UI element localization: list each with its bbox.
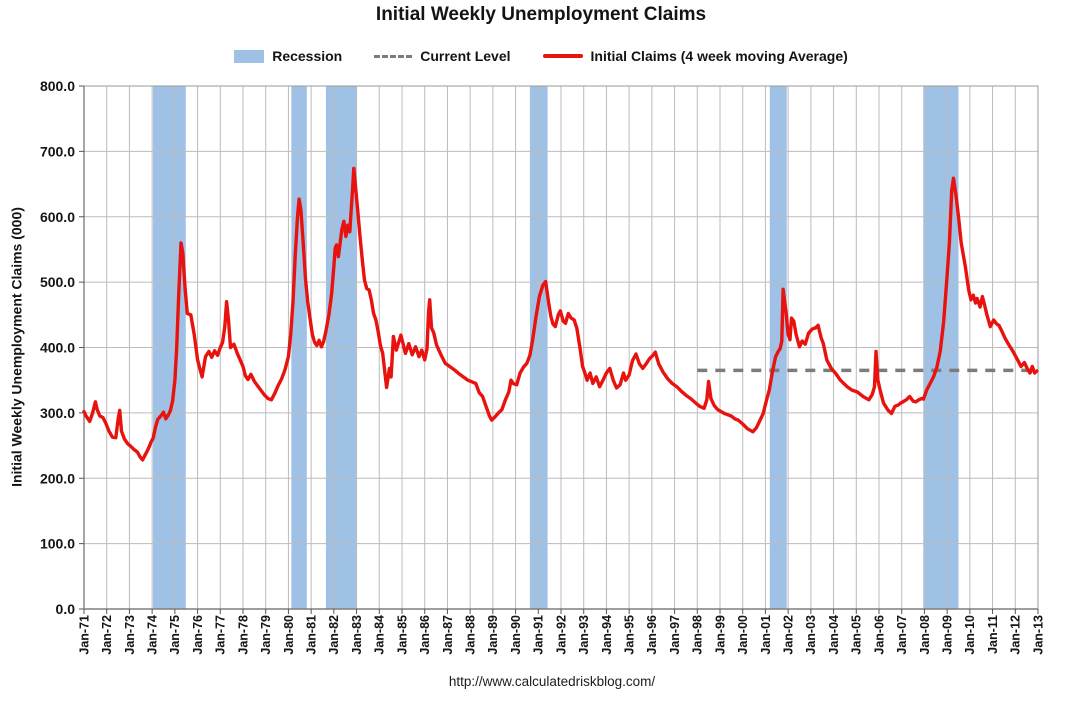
x-tick-label: Jan-80 [282,615,296,655]
chart-title: Initial Weekly Unemployment Claims [375,4,707,25]
x-tick-label: Jan-89 [486,615,500,655]
recession-band-swatch-icon [234,49,265,63]
x-tick-label: Jan-96 [645,615,659,655]
legend-item-initial-claims: Initial Claims (4 week moving Average) [542,48,848,64]
x-tick-label: Jan-76 [191,615,205,655]
x-tick-label: Jan-12 [1009,615,1023,655]
legend-label-current-level: Current Level [420,48,511,64]
x-tick-label: Jan-08 [918,615,932,655]
x-tick-label: Jan-87 [441,615,455,655]
x-tick-label: Jan-71 [77,615,91,655]
x-tick-label: Jan-78 [236,615,250,655]
x-tick-label: Jan-95 [623,615,637,655]
y-tick-labels: 0.0 100.0 200.0 300.0 400.0 500.0 600.0 700.0 80… [40,78,75,617]
x-tick-labels: Jan-71 Jan-72 Jan-73 Jan-74 Jan-75 Jan-76 Jan-… [77,615,1045,655]
x-tick-label: Jan-83 [350,615,364,655]
x-tick-label: Jan-03 [804,615,818,655]
x-tick-label: Jan-11 [986,615,1000,654]
x-tick-label: Jan-98 [691,615,705,655]
x-tick-label: Jan-77 [214,615,228,655]
x-tick-label: Jan-93 [577,615,591,655]
x-tick-label: Jan-92 [554,615,568,655]
legend-label-initial-claims: Initial Claims (4 week moving Average) [590,48,848,64]
x-tick-label: Jan-73 [123,615,137,655]
x-tick-label: Jan-99 [713,615,727,655]
x-tick-label: Jan-01 [759,615,773,655]
y-tick-label: 300.0 [40,405,75,421]
legend-item-recession: Recession [234,48,342,64]
x-tick-label: Jan-74 [146,615,160,655]
x-tick-label: Jan-85 [395,615,409,655]
initial-claims-line [82,166,1039,462]
x-tick-label: Jan-97 [668,615,682,655]
x-tick-label: Jan-82 [327,615,341,655]
tick-marks [79,85,1039,614]
x-tick-label: Jan-13 [1031,615,1045,655]
y-tick-label: 400.0 [40,340,75,356]
y-tick-label: 600.0 [40,209,75,225]
x-tick-label: Jan-75 [168,615,182,655]
dashed-line-swatch-icon [374,54,413,58]
y-tick-label: 0.0 [56,601,76,617]
x-tick-label: Jan-79 [259,615,273,655]
x-tick-label: Jan-00 [736,615,750,655]
legend-label-recession: Recession [272,48,343,64]
x-tick-label: Jan-94 [600,615,614,655]
y-tick-label: 500.0 [40,274,75,290]
x-tick-label: Jan-04 [827,615,841,655]
red-line-swatch-icon [542,54,583,58]
source-url: http://www.calculatedriskblog.com/ [448,674,656,689]
x-tick-label: Jan-84 [373,615,387,655]
y-tick-label: 700.0 [40,143,75,159]
x-tick-label: Jan-07 [895,615,909,655]
x-tick-label: Jan-09 [941,615,955,655]
x-tick-label: Jan-02 [782,615,796,655]
chart-legend: Recession Current Level Initial Claims (… [0,44,1082,68]
x-tick-label: Jan-91 [532,615,546,655]
x-tick-label: Jan-10 [963,615,977,655]
gridlines [84,85,1039,609]
y-tick-label: 200.0 [40,470,75,486]
x-tick-label: Jan-88 [464,615,478,655]
x-tick-label: Jan-72 [100,615,114,655]
x-tick-label: Jan-90 [509,615,523,655]
y-tick-label: 100.0 [40,536,75,552]
y-tick-label: 800.0 [40,78,75,94]
legend-item-current-level: Current Level [374,48,511,64]
x-tick-label: Jan-06 [872,615,886,655]
x-tick-label: Jan-05 [850,615,864,655]
x-tick-label: Jan-81 [305,615,319,655]
x-tick-label: Jan-86 [418,615,432,655]
